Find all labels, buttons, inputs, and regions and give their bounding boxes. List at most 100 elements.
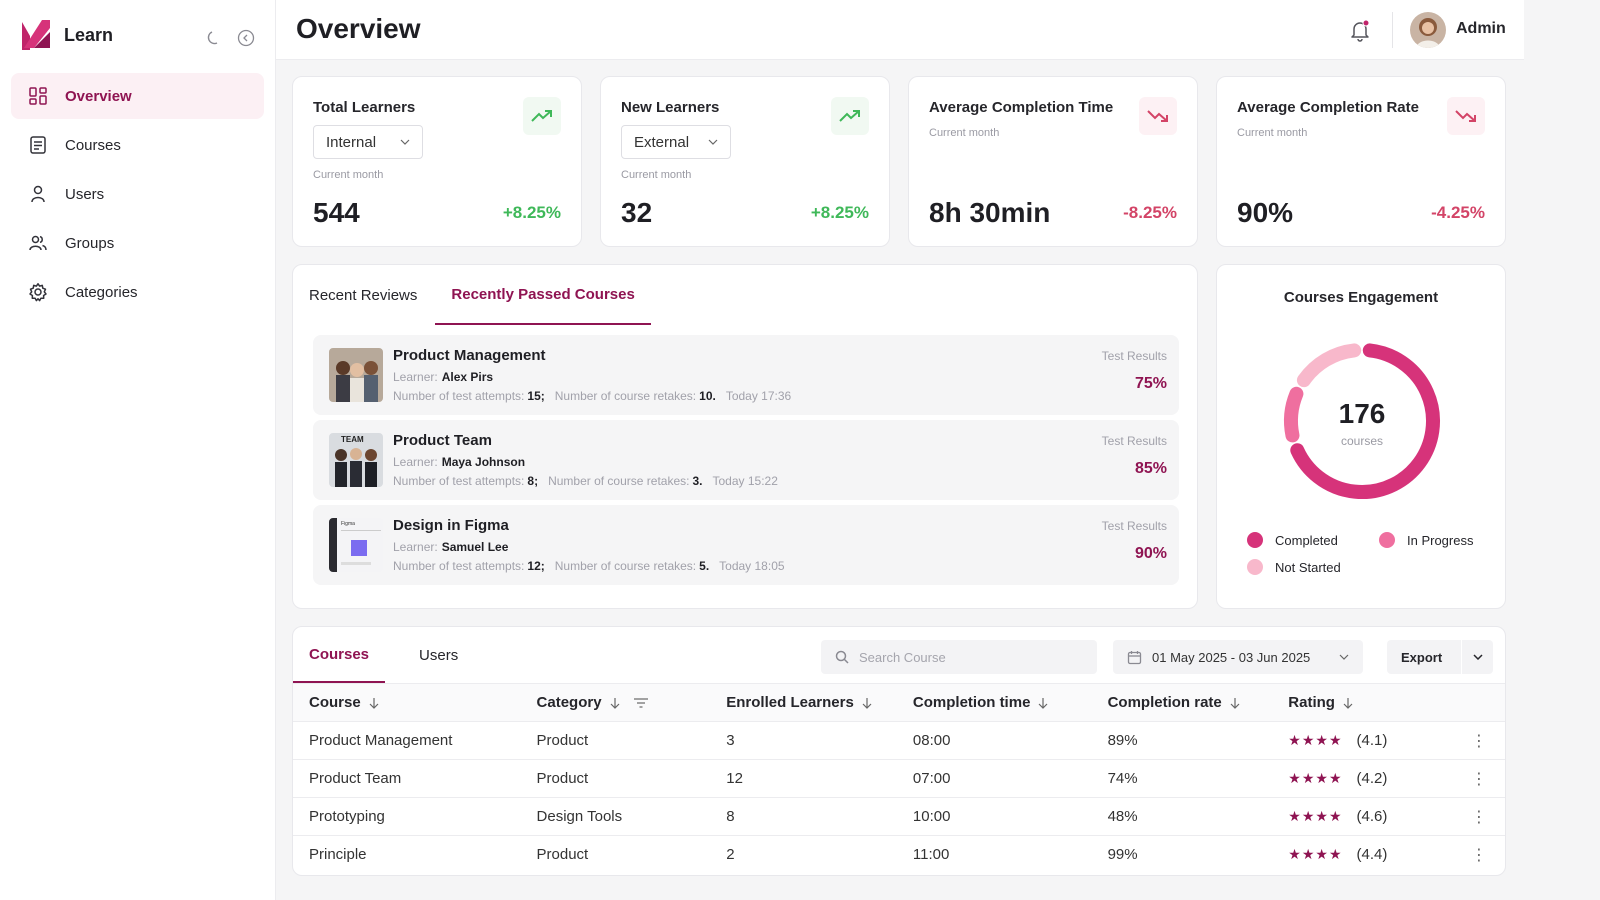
star-rating-icon: ★★★★	[1288, 808, 1343, 824]
users-icon	[27, 232, 49, 254]
gear-icon	[27, 281, 49, 303]
avatar[interactable]	[1410, 12, 1446, 48]
stat-title: Average Completion Rate	[1237, 99, 1419, 116]
donut-unit: courses	[1341, 434, 1383, 448]
table-row[interactable]: Product Team Product 12 07:00 74% ★★★★ (4…	[293, 759, 1505, 798]
table-header-row: Course Category Enrolled Learners Comple…	[293, 683, 1505, 722]
courses-table: Course Category Enrolled Learners Comple…	[293, 683, 1505, 874]
row-menu-icon[interactable]: ⋮	[1453, 835, 1505, 874]
export-label: Export	[1401, 649, 1443, 665]
learner-type-select[interactable]: External	[621, 125, 731, 159]
sidebar-item-groups[interactable]: Groups	[11, 220, 264, 266]
row-menu-icon[interactable]: ⋮	[1453, 797, 1505, 836]
user-name[interactable]: Admin	[1456, 20, 1506, 37]
tab-courses[interactable]: Courses	[293, 627, 386, 683]
list-item[interactable]: Product Management Learner: Alex Pirs Num…	[313, 335, 1179, 415]
collapse-sidebar-icon[interactable]	[236, 28, 256, 48]
sort-arrow-icon	[862, 697, 872, 709]
column-header-course[interactable]: Course	[293, 683, 537, 722]
export-options-button[interactable]	[1462, 654, 1493, 660]
stat-value: 32	[621, 197, 653, 228]
column-header-category[interactable]: Category	[536, 683, 727, 722]
notification-bell-icon[interactable]	[1348, 18, 1372, 42]
sidebar-item-label: Groups	[65, 234, 115, 252]
thumb-team-text: TEAM	[341, 435, 364, 444]
column-header-completion-time[interactable]: Completion time	[912, 683, 1108, 722]
tab-users[interactable]: Users	[419, 646, 459, 664]
legend-not-started: Not Started	[1247, 559, 1341, 575]
filter-icon[interactable]	[633, 697, 648, 708]
column-header-enrolled-learners[interactable]: Enrolled Learners	[726, 683, 913, 722]
table-row[interactable]: Prototyping Design Tools 8 10:00 48% ★★★…	[293, 797, 1505, 836]
course-thumbnail	[329, 348, 383, 402]
learner-type-select[interactable]: Internal	[313, 125, 423, 159]
sidebar-item-overview[interactable]: Overview	[11, 73, 264, 119]
learner-name: Alex Pirs	[441, 370, 494, 384]
sidebar-item-courses[interactable]: Courses	[11, 122, 264, 168]
review-learner: Learner: Maya Johnson	[393, 455, 526, 469]
chevron-down-icon	[1472, 654, 1483, 660]
select-value: External	[634, 133, 690, 151]
cell-enrolled: 12	[726, 759, 913, 798]
cell-completion-time: 08:00	[912, 721, 1108, 760]
stat-title: Average Completion Time	[929, 99, 1114, 116]
legend-label: Completed	[1275, 532, 1338, 548]
trend-down-icon	[1139, 97, 1177, 135]
search-icon	[835, 650, 849, 664]
stat-subtitle: Current month	[313, 169, 384, 181]
result-label: Test Results	[1101, 434, 1167, 448]
table-row[interactable]: Principle Product 2 11:00 99% ★★★★ (4.4) …	[293, 835, 1505, 874]
column-header-completion-rate[interactable]: Completion rate	[1107, 683, 1289, 722]
list-item[interactable]: Figma Design in Figma Learner: Samuel Lee…	[313, 505, 1179, 585]
brand[interactable]: Learn	[20, 18, 113, 52]
column-header-rating[interactable]: Rating	[1288, 683, 1454, 722]
cell-completion-rate: 89%	[1107, 721, 1289, 760]
chevron-down-icon	[1339, 654, 1349, 660]
chevron-down-icon	[400, 139, 410, 145]
sidebar-item-users[interactable]: Users	[11, 171, 264, 217]
legend-dot	[1379, 532, 1395, 548]
thumb-figma-text: Figma	[341, 521, 355, 527]
stat-card-total-learners: Total Learners Internal Current month 54…	[292, 76, 582, 247]
review-course-title: Product Management	[393, 347, 546, 364]
cell-completion-rate: 74%	[1107, 759, 1289, 798]
review-learner: Learner: Samuel Lee	[393, 540, 509, 554]
top-header: Overview Admin	[276, 0, 1524, 60]
cell-category: Product	[536, 835, 727, 874]
row-menu-icon[interactable]: ⋮	[1453, 759, 1505, 798]
cell-category: Design Tools	[536, 797, 727, 836]
sidebar-item-categories[interactable]: Categories	[11, 269, 264, 315]
table-row[interactable]: Product Management Product 3 08:00 89% ★…	[293, 721, 1505, 760]
search-input[interactable]	[859, 649, 1079, 665]
sort-arrow-icon	[610, 697, 620, 709]
rating-value: (4.6)	[1356, 808, 1388, 825]
sort-arrow-icon	[1038, 697, 1048, 709]
sidebar-item-label: Users	[65, 185, 105, 203]
select-value: Internal	[326, 133, 377, 151]
stat-title: New Learners	[621, 99, 720, 116]
moon-icon[interactable]	[204, 28, 224, 48]
legend-label: In Progress	[1407, 532, 1474, 548]
cell-category: Product	[536, 721, 727, 760]
export-button[interactable]: Export	[1387, 640, 1493, 674]
stat-value: 544	[313, 197, 360, 228]
cell-rating: ★★★★ (4.1)	[1288, 721, 1454, 760]
courses-engagement-panel: Courses Engagement 176 courses Completed…	[1216, 264, 1506, 609]
engagement-title: Courses Engagement	[1283, 289, 1439, 306]
stat-card-new-learners: New Learners External Current month 32 +…	[600, 76, 890, 247]
stat-value: 8h 30min	[929, 197, 1051, 228]
trend-down-icon	[1447, 97, 1485, 135]
list-item[interactable]: TEAM Product Team Learner: Maya Johnson N…	[313, 420, 1179, 500]
date-range-picker[interactable]: 01 May 2025 - 03 Jun 2025	[1113, 640, 1363, 674]
review-time: Today 17:36	[725, 389, 792, 403]
search-box[interactable]	[821, 640, 1097, 674]
test-result: 85%	[1134, 460, 1167, 477]
tab-recently-passed-courses[interactable]: Recently Passed Courses	[435, 265, 651, 325]
column-header-actions	[1453, 683, 1505, 722]
tab-recent-reviews[interactable]: Recent Reviews	[309, 286, 418, 304]
courses-table-panel: Courses Users 01 May 2025 - 03 Jun 2025 …	[292, 626, 1506, 876]
donut-segment-not-started	[1296, 343, 1362, 388]
review-course-title: Design in Figma	[393, 517, 509, 534]
row-menu-icon[interactable]: ⋮	[1453, 721, 1505, 760]
stat-subtitle: Current month	[929, 127, 1000, 139]
